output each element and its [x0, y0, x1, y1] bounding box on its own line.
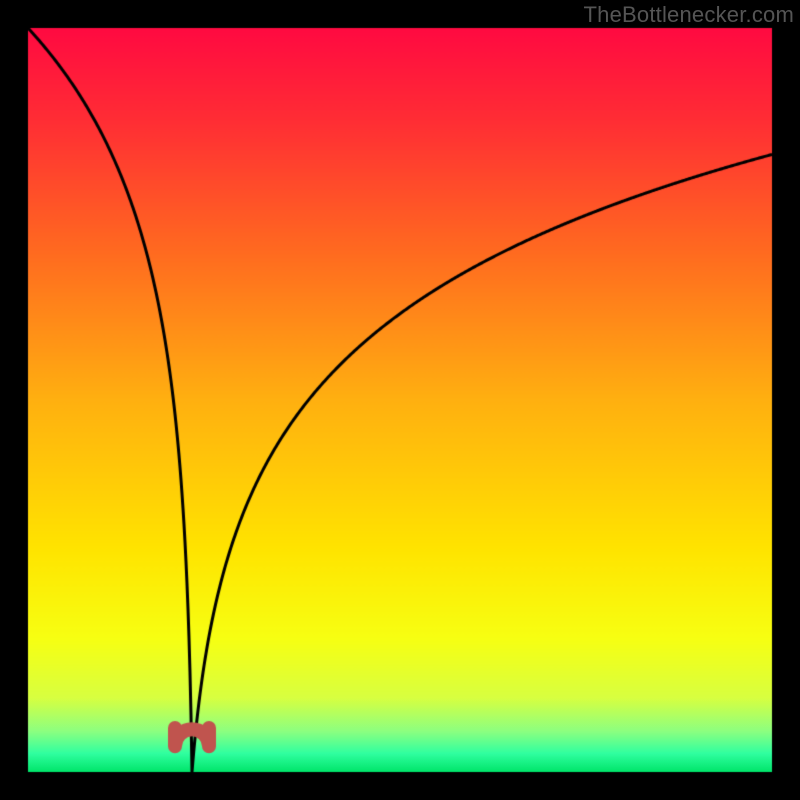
chart-canvas	[0, 0, 800, 800]
chart-stage: TheBottlenecker.com	[0, 0, 800, 800]
watermark-text: TheBottlenecker.com	[584, 2, 794, 28]
